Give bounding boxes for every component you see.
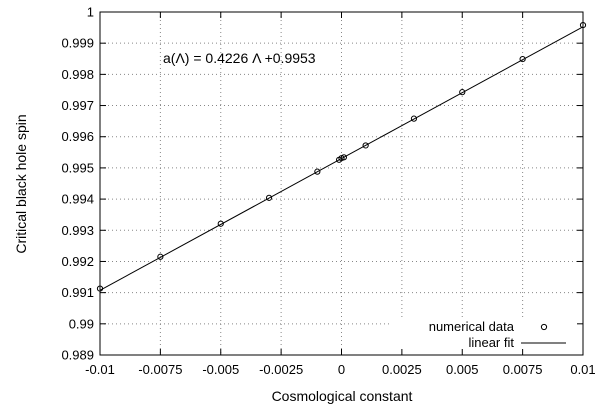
y-tick-label: 0.995	[61, 160, 94, 175]
y-tick-label: 0.996	[61, 129, 94, 144]
data-point	[314, 168, 321, 175]
data-point	[96, 285, 104, 292]
y-tick-label: 0.997	[61, 98, 94, 113]
x-tick-label: -0.0075	[138, 362, 182, 377]
data-point	[265, 194, 273, 201]
axes: -0.01 -0.0075 -0.005 -0.0025 0 0.0025 0.005 0.0…	[61, 5, 595, 378]
x-tick-label: -0.005	[202, 362, 239, 377]
data-point	[362, 142, 369, 149]
legend-label-linear-fit: linear fit	[468, 335, 514, 350]
y-tick-label: 0.99	[69, 316, 94, 331]
data-point	[217, 220, 224, 227]
legend-background	[392, 317, 582, 353]
numerical-data-series	[96, 21, 587, 292]
data-point	[459, 89, 466, 96]
data-point	[340, 154, 348, 161]
y-tick-label: 0.991	[61, 285, 94, 300]
x-tick-label: 0.0075	[503, 362, 543, 377]
y-tick-label: 0.994	[61, 192, 94, 207]
data-point	[519, 55, 526, 63]
y-tick-label: 0.999	[61, 36, 94, 51]
data-point	[157, 253, 164, 260]
x-tick-label: 0	[338, 362, 345, 377]
legend-label-numerical-data: numerical data	[429, 319, 515, 334]
legend-marker-numerical-data	[540, 323, 548, 331]
y-tick-label: 0.992	[61, 254, 94, 269]
annotation-formula: a(Λ) = 0.4226 Λ +0.9953	[163, 50, 316, 66]
x-tick-label: -0.0025	[259, 362, 303, 377]
grid-lines	[100, 12, 583, 355]
y-tick-label: 0.993	[61, 223, 94, 238]
x-tick-label: 0.005	[446, 362, 479, 377]
y-tick-label: 0.998	[61, 67, 94, 82]
data-point	[579, 21, 587, 29]
y-tick-label: 1	[87, 5, 94, 20]
y-axis-label: Critical black hole spin	[13, 114, 29, 253]
plot-frame	[99, 11, 584, 356]
x-tick-label: -0.01	[85, 362, 115, 377]
data-point	[410, 115, 418, 122]
x-axis-label: Cosmological constant	[272, 388, 413, 404]
y-tick-label: 0.989	[61, 348, 94, 363]
x-tick-label: 0.01	[570, 362, 595, 377]
x-tick-label: 0.0025	[382, 362, 422, 377]
